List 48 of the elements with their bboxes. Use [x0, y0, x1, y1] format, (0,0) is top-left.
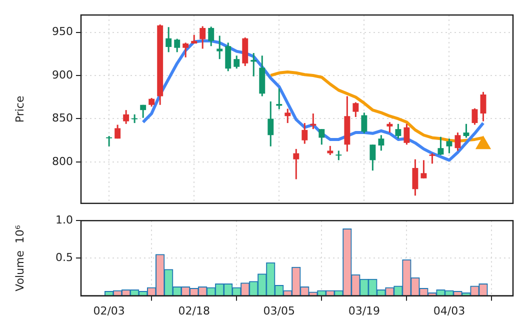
candlestick	[174, 38, 180, 53]
candlestick	[284, 108, 291, 124]
candlestick	[386, 121, 393, 134]
candlestick	[463, 123, 470, 138]
candlestick	[438, 136, 444, 156]
candlestick	[234, 54, 240, 70]
candlestick	[268, 100, 274, 148]
y-tick-label: 0.5	[56, 251, 73, 264]
candlestick	[395, 123, 402, 140]
candlestick	[480, 91, 486, 122]
candlestick	[182, 42, 189, 58]
candlestick	[370, 144, 376, 172]
candlestick	[378, 134, 384, 152]
x-tick-label: 03/05	[263, 304, 295, 318]
candlestick	[106, 135, 112, 148]
candlestick	[420, 159, 427, 180]
y-tick-label: 850	[52, 112, 73, 125]
candlestick	[404, 123, 410, 146]
candlestick	[454, 132, 461, 152]
y-tick-label: 1.0	[56, 213, 73, 226]
candlestick	[327, 145, 334, 156]
candlestick	[216, 34, 223, 60]
y-tick-label: 900	[52, 68, 73, 82]
candlestick	[318, 128, 325, 146]
candlestick	[225, 42, 232, 72]
candlestick	[140, 104, 146, 119]
candlestick	[200, 25, 206, 50]
candlestick	[361, 112, 368, 134]
x-tick-label: 02/03	[93, 304, 125, 318]
y-tick-label: 800	[52, 154, 73, 168]
candlestick	[446, 138, 452, 154]
candlestick	[166, 26, 172, 53]
candlestick	[123, 109, 130, 125]
candlestick	[412, 158, 418, 196]
candlestick	[352, 102, 359, 118]
candlestick	[429, 152, 436, 164]
candlestick	[336, 150, 342, 161]
x-tick-label: 03/19	[348, 304, 380, 318]
candlestick	[302, 122, 308, 145]
candlestick	[208, 26, 214, 47]
y-axis-title: Volume 10⁶	[13, 224, 26, 292]
y-tick-label: 950	[52, 25, 73, 38]
y-axis-title: Price	[13, 96, 26, 123]
candlestick	[114, 124, 121, 140]
x-tick-label: 04/03	[433, 304, 466, 318]
candlestick	[293, 148, 300, 180]
candlestick	[472, 108, 478, 126]
x-tick-label: 02/18	[178, 304, 210, 318]
